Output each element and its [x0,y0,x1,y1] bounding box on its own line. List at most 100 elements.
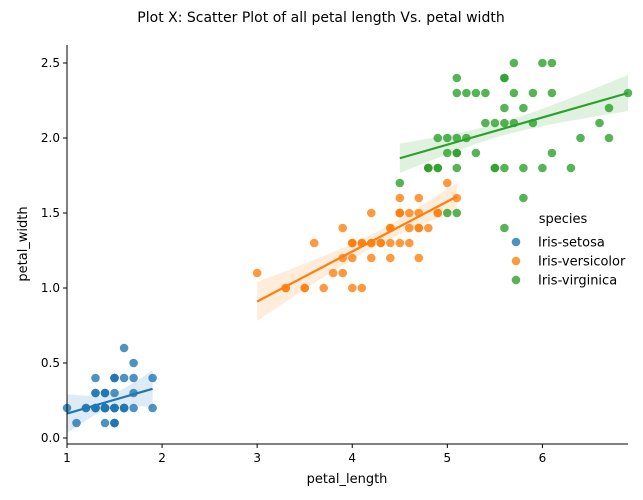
data-point-iris-virginica [538,163,547,173]
data-point-iris-virginica [528,88,538,98]
data-point-iris-virginica [452,88,462,98]
data-point-iris-setosa [129,403,138,413]
data-point-iris-setosa [91,388,100,398]
data-point-iris-virginica [604,103,614,113]
data-point-iris-virginica [424,163,433,173]
data-point-iris-virginica [433,163,443,173]
x-tick-label: 2 [158,451,166,465]
data-point-iris-versicolor [348,253,357,263]
data-point-iris-virginica [481,88,490,98]
data-point-iris-setosa [72,418,81,428]
y-tick-label: 0.5 [41,356,60,370]
legend-marker-iris-virginica [511,275,521,285]
data-point-iris-versicolor [405,208,414,218]
data-point-iris-setosa [119,343,129,353]
legend-marker-iris-setosa [511,237,521,247]
data-point-iris-versicolor [405,223,414,233]
data-point-iris-virginica [471,88,481,98]
data-point-iris-virginica [500,103,509,113]
data-point-iris-versicolor [252,268,262,278]
data-point-iris-versicolor [300,283,310,293]
data-point-iris-virginica [433,133,443,143]
legend-marker-iris-versicolor [511,256,521,266]
data-point-iris-versicolor [348,283,357,293]
data-point-iris-versicolor [405,238,414,248]
data-point-iris-virginica [443,148,452,158]
legend-label-iris-versicolor: Iris-versicolor [538,255,626,270]
data-point-iris-virginica [500,73,509,83]
data-point-iris-versicolor [367,253,376,263]
data-point-iris-versicolor [443,178,452,188]
confidence-band-iris-versicolor [257,182,457,321]
y-tick-label: 2.0 [41,131,60,145]
legend-title: species [539,212,588,227]
data-point-iris-setosa [110,388,119,398]
data-point-iris-versicolor [414,223,424,233]
data-point-iris-virginica [471,148,481,158]
data-point-iris-virginica [452,148,462,158]
data-point-iris-virginica [538,58,547,68]
data-point-iris-virginica [566,163,576,173]
data-point-iris-setosa [148,373,157,383]
y-tick-label: 0.0 [41,431,60,445]
data-point-iris-versicolor [309,238,319,248]
regression-lines [66,91,629,415]
data-point-iris-virginica [452,73,462,83]
regression-line-iris-virginica [399,91,629,160]
data-point-iris-setosa [91,373,100,383]
x-tick-label: 1 [63,451,71,465]
chart-title: Plot X: Scatter Plot of all petal length… [137,10,504,26]
data-point-iris-virginica [519,103,528,113]
y-tick-label: 1.5 [41,206,60,220]
data-point-iris-versicolor [348,238,357,248]
data-point-iris-setosa [129,358,138,368]
data-point-iris-setosa [110,403,119,413]
data-point-iris-versicolor [414,253,424,263]
data-point-iris-versicolor [386,253,395,263]
data-point-iris-virginica [519,193,528,203]
legend-label-iris-virginica: Iris-virginica [538,274,617,289]
regression-line-iris-setosa [66,387,153,415]
x-tick-label: 5 [444,451,452,465]
data-point-iris-virginica [452,208,462,218]
data-point-iris-versicolor [433,208,443,218]
data-point-iris-versicolor [452,193,462,203]
data-point-iris-setosa [129,373,138,383]
x-tick-label: 4 [348,451,356,465]
data-point-iris-versicolor [357,283,367,293]
data-point-iris-setosa [110,418,119,428]
data-point-iris-virginica [547,58,557,68]
data-point-iris-virginica [547,88,557,98]
data-point-iris-setosa [100,403,110,413]
x-axis-ticks: 1 2 3 4 5 6 [63,444,546,465]
data-point-iris-virginica [519,163,528,173]
data-point-iris-setosa [100,418,110,428]
data-point-iris-versicolor [386,238,395,248]
data-point-iris-virginica [509,88,519,98]
data-point-iris-setosa [119,373,129,383]
y-tick-label: 1.0 [41,281,60,295]
data-point-iris-virginica [490,163,500,173]
data-point-iris-versicolor [395,238,405,248]
data-point-iris-setosa [100,388,110,398]
data-point-iris-virginica [500,223,509,233]
axes [66,45,628,445]
y-tick-label: 2.5 [41,56,60,70]
data-point-iris-virginica [490,118,500,128]
data-point-iris-virginica [500,163,509,173]
data-point-iris-virginica [509,58,519,68]
data-point-iris-virginica [547,148,557,158]
data-point-iris-versicolor [414,193,424,203]
data-point-iris-setosa [148,403,157,413]
data-point-iris-versicolor [338,223,348,233]
data-points [62,58,633,428]
data-point-iris-virginica [452,163,462,173]
data-point-iris-virginica [395,178,405,188]
x-axis-label: petal_length [307,472,388,487]
data-point-iris-virginica [443,133,452,143]
data-point-iris-virginica [604,133,614,143]
data-point-iris-setosa [110,373,119,383]
data-point-iris-virginica [462,88,471,98]
x-tick-label: 6 [539,451,547,465]
